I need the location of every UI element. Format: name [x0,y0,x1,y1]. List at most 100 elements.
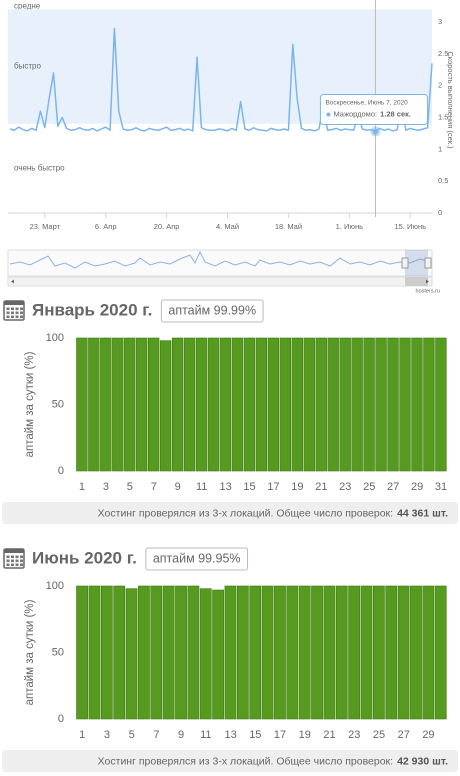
y-tick-label: 100 [46,332,64,344]
x-tick-label: 15 [249,729,261,741]
x-tick-label: 3 [103,481,109,493]
bar [175,585,187,720]
scroll-arrow[interactable] [11,279,14,284]
bar [286,585,299,720]
calendar-cell [11,307,14,311]
footer-box [2,502,458,524]
y-tick-label: 50 [52,398,64,410]
bar [207,337,220,472]
bar [159,340,172,472]
bar [291,337,303,472]
x-tick-label: 23 [348,729,360,741]
tooltip-box [319,94,428,126]
bar [348,585,361,720]
bar [195,337,208,472]
calendar-cell [11,555,14,559]
y-tick-label: 1.5 [438,113,448,122]
x-tick-label: 13 [224,729,236,741]
x-tick-label: 19 [299,729,311,741]
footer-text: Хостинг проверялся из 3-х локаций. Общее… [98,755,448,767]
plot-band [8,3,432,10]
x-tick-label: 25 [363,481,375,493]
bar [88,585,101,720]
bar [385,585,398,720]
calendar-cell [20,311,23,315]
scrollbar-thumb[interactable] [405,277,428,286]
bar [274,585,286,720]
bar [363,337,375,472]
x-tick-label: 27 [387,481,399,493]
x-tick-label: 18. Май [275,222,302,231]
calendar-cell [6,563,10,567]
bar [219,337,232,472]
calendar-icon [3,548,25,569]
calendar-cell [11,311,14,315]
y-tick-label: 2 [438,81,442,90]
x-tick-label: 21 [315,481,327,493]
x-tick-label: 6. Апр [95,222,117,231]
calendar-cell [11,563,14,567]
x-tick-label: 7 [151,481,157,493]
navigator-handle[interactable] [424,257,432,269]
y-tick-label: 1 [438,144,442,153]
bar [162,585,175,720]
bar [150,585,163,720]
chart-title: Январь 2020 г. [32,300,152,319]
uptime-badge [160,299,264,323]
uptime-badge-text: аптайм 99.95% [153,551,241,565]
calendar-cell [11,559,14,563]
x-tick-label: 4. Май [216,222,239,231]
calendar-cell [20,555,23,559]
x-tick-label: 7 [153,729,159,741]
x-tick-label: 27 [398,729,410,741]
x-tick-label: 15 [243,481,255,493]
x-tick-label: 5 [127,481,133,493]
bar [399,337,411,472]
scroll-arrow[interactable] [426,279,429,284]
calendar-cell [15,555,19,559]
scrollbar[interactable] [7,276,433,287]
y-axis-label: аптайм за сутки (%) [24,599,36,705]
bar [279,337,292,472]
bar [351,337,363,472]
calendar-icon [3,300,25,321]
y-tick-label: 0.5 [438,176,448,185]
y-tick-label: 3 [438,17,442,26]
band-label: средне [14,1,41,10]
bar [249,585,262,720]
bar [255,337,268,472]
bar [411,337,423,472]
bar [434,585,447,720]
navigator-selection[interactable] [405,250,428,276]
credits: hosters.ru [416,288,440,294]
bar [124,337,136,472]
tooltip-bullet [326,112,331,117]
calendar-cell [20,307,23,311]
bar [397,585,410,720]
calendar-cell [6,555,10,559]
x-tick-label: 25 [373,729,385,741]
navigator-line [9,250,431,269]
calendar-cell [15,563,19,567]
x-tick-label: 23 [339,481,351,493]
calendar-cell [20,563,23,567]
bar [339,337,351,472]
bar [76,585,88,720]
bar [112,337,124,472]
bar [298,585,311,720]
x-tick-label: 23. Март [30,222,61,231]
bar [243,337,256,472]
footer-note: Хостинг проверялся из 3-х локаций. Общее… [98,755,393,767]
x-tick-label: 17 [274,729,286,741]
calendar-cell [15,315,19,319]
navigator-handle[interactable] [401,257,409,269]
calendar-cell [6,559,10,563]
bar [113,585,126,720]
bar [360,585,373,720]
bar [100,585,113,720]
y-tick-label: 100 [46,580,64,592]
bar [136,337,148,472]
bar [261,585,274,720]
bar [148,337,160,472]
bar [335,585,348,720]
